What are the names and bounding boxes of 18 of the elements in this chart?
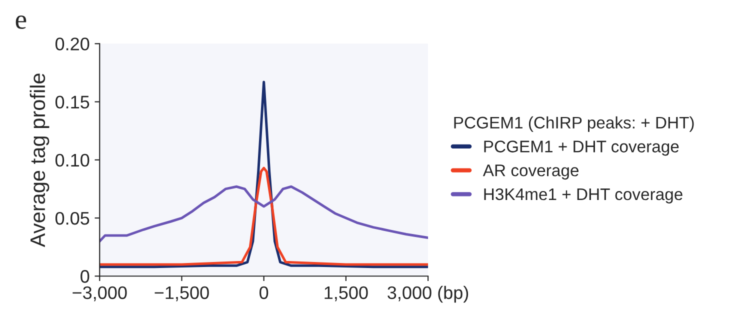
legend-label: AR coverage [482, 164, 578, 180]
line-series [100, 166, 428, 266]
legend-title: PCGEM1 (ChIRP peaks: + DHT) [454, 116, 694, 132]
y-tick-label: 0.10 [55, 154, 90, 167]
x-tick-label: 3,000 (bp) [388, 286, 468, 303]
y-tick-label: 0.05 [55, 212, 90, 225]
y-tick-label: 0.20 [55, 38, 90, 50]
y-axis-title: Average tag profile [30, 74, 50, 248]
legend-label: PCGEM1 + DHT coverage [484, 140, 679, 156]
legend-label: H3K4me1 + DHT coverage [484, 188, 682, 204]
x-tick-label: 0 [260, 286, 268, 300]
y-tick-label: 0 [80, 270, 90, 283]
y-tick-label: 0.15 [55, 96, 90, 109]
x-tick-label: 1,500 [324, 286, 368, 302]
x-tick-label: −3,000 [72, 286, 127, 302]
text: e [16, 16, 26, 29]
line-series [100, 185, 428, 243]
x-tick-label: −1,500 [154, 286, 209, 302]
